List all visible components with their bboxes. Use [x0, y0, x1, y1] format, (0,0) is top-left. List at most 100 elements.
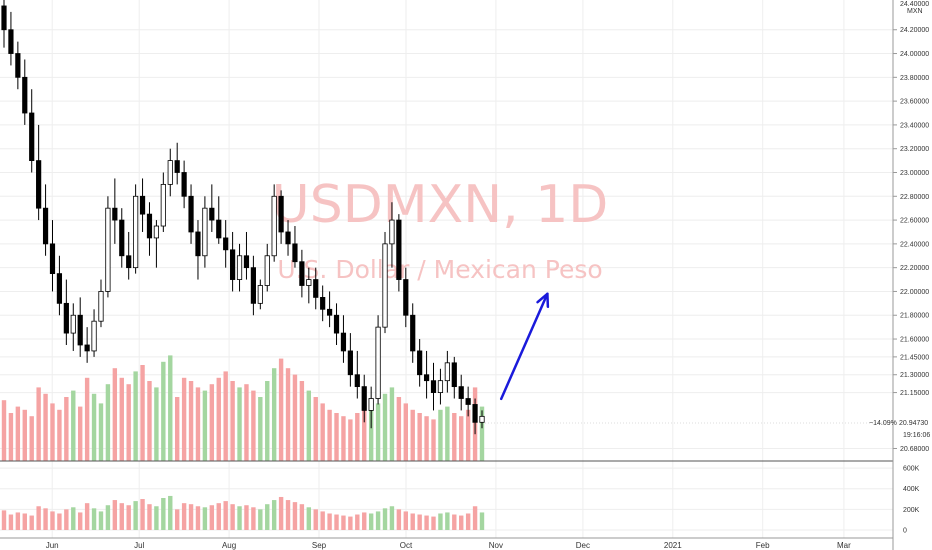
candle-body [430, 380, 437, 393]
candle-body [243, 255, 250, 269]
volume-bar [50, 511, 55, 530]
volume-bar-overlay [424, 416, 429, 461]
price-tick-label: 23.40000 [900, 122, 929, 129]
volume-bar [292, 502, 298, 530]
volume-bar-overlay [202, 390, 208, 461]
price-tick-label: 21.60000 [900, 337, 929, 344]
candle-body [1, 5, 7, 31]
volume-bar-overlay [438, 409, 443, 461]
price-tick-label: 23.60000 [900, 99, 929, 106]
volume-bar-overlay [348, 419, 353, 461]
candle-body [29, 112, 35, 161]
volume-bar-overlay [230, 381, 235, 461]
volume-bar [438, 513, 443, 530]
time-tick-label: Jun [46, 541, 59, 550]
volume-bar [465, 513, 471, 530]
candle-body [153, 225, 160, 239]
volume-bar [244, 505, 249, 530]
candle-body [70, 314, 76, 334]
candle-body [382, 243, 388, 328]
volume-bar [126, 505, 131, 530]
candle-body [479, 415, 485, 423]
candle-body [42, 207, 49, 245]
volume-tick-label: 400K [903, 486, 920, 493]
volume-tick-label: 0 [903, 528, 907, 535]
volume-bar-overlay [188, 381, 194, 461]
price-tick-label: 22.20000 [900, 265, 929, 272]
candle-body [299, 261, 305, 286]
volume-bar [375, 511, 381, 530]
time-tick-label: Sep [312, 541, 327, 550]
candle-body [56, 273, 63, 304]
volume-bar-overlay [29, 416, 34, 461]
volume-bar [285, 500, 291, 530]
volume-bar [98, 511, 104, 530]
volume-bar-overlay [396, 397, 402, 461]
candle-body [15, 53, 21, 78]
candle-body [340, 332, 347, 352]
time-axis[interactable]: Jun Jul Aug Sep Oct Nov Dec 2021 Feb Mar [46, 541, 851, 550]
volume-bar-overlay [334, 413, 339, 461]
volume-bar-overlay [251, 390, 256, 461]
candle-body [320, 297, 326, 310]
volume-bar [472, 506, 478, 530]
volume-bar [479, 512, 485, 530]
volume-bar [445, 512, 450, 530]
volume-overlay [1, 355, 485, 461]
volume-bar [140, 499, 145, 530]
candle-body [403, 279, 409, 316]
volume-bar [84, 503, 90, 530]
volume-bar-overlay [216, 377, 221, 461]
price-tick-label: 23.80000 [900, 75, 929, 82]
volume-tick-label: 200K [903, 507, 920, 514]
candle-body [292, 243, 298, 263]
candle-body [347, 350, 353, 376]
price-tick-label: 22.00000 [900, 289, 929, 296]
price-tick-label: 21.30000 [900, 372, 929, 379]
volume-bar [147, 504, 152, 530]
volume-bar-overlay [105, 384, 111, 461]
volume-bar [362, 512, 367, 530]
price-tick-label: 21.15000 [900, 390, 929, 397]
candle-body [8, 29, 14, 54]
volume-bar-overlay [161, 361, 166, 461]
volume-bar-overlay [265, 381, 270, 461]
volume-bar [29, 515, 34, 530]
time-tick-label: Oct [400, 541, 413, 550]
volume-bar [355, 514, 360, 530]
candle-body [49, 243, 56, 275]
volume-bar [174, 509, 180, 530]
volume-bar [459, 515, 464, 530]
candle-body [119, 219, 125, 257]
volume-bar-overlay [244, 384, 249, 461]
volume-bar [15, 512, 21, 530]
candle-body [133, 195, 139, 269]
volume-bar [299, 504, 305, 530]
volume-bar [105, 505, 111, 530]
volume-bar [91, 508, 97, 530]
trend-arrow-annotation[interactable] [499, 292, 550, 401]
volume-bar-overlay [119, 377, 124, 461]
candle-body [465, 398, 471, 405]
volume-bar [265, 504, 270, 530]
volume-bar-overlay [209, 384, 215, 461]
price-axis[interactable]: 24.20000 24.00000 23.80000 23.60000 23.40000… [893, 1, 929, 453]
volume-bar [188, 504, 194, 530]
candle-body [354, 374, 360, 388]
volume-bar-overlay [98, 403, 104, 461]
candle-body [77, 314, 83, 346]
volume-bar-overlay [237, 387, 242, 461]
volume-bar-overlay [327, 409, 332, 461]
candle-body [257, 285, 263, 304]
volume-axis[interactable]: 600K 400K 200K 0 [903, 466, 920, 535]
volume-bar [112, 500, 118, 530]
candle-body [216, 219, 222, 239]
price-tick-label: 24.20000 [900, 27, 929, 34]
volume-bar [389, 506, 395, 530]
volume-bar-overlay [479, 406, 485, 461]
arrow-shaft [499, 292, 549, 401]
volume-bar-overlay [285, 368, 291, 461]
price-tick-label: 22.60000 [900, 218, 929, 225]
candle-body [174, 160, 180, 173]
